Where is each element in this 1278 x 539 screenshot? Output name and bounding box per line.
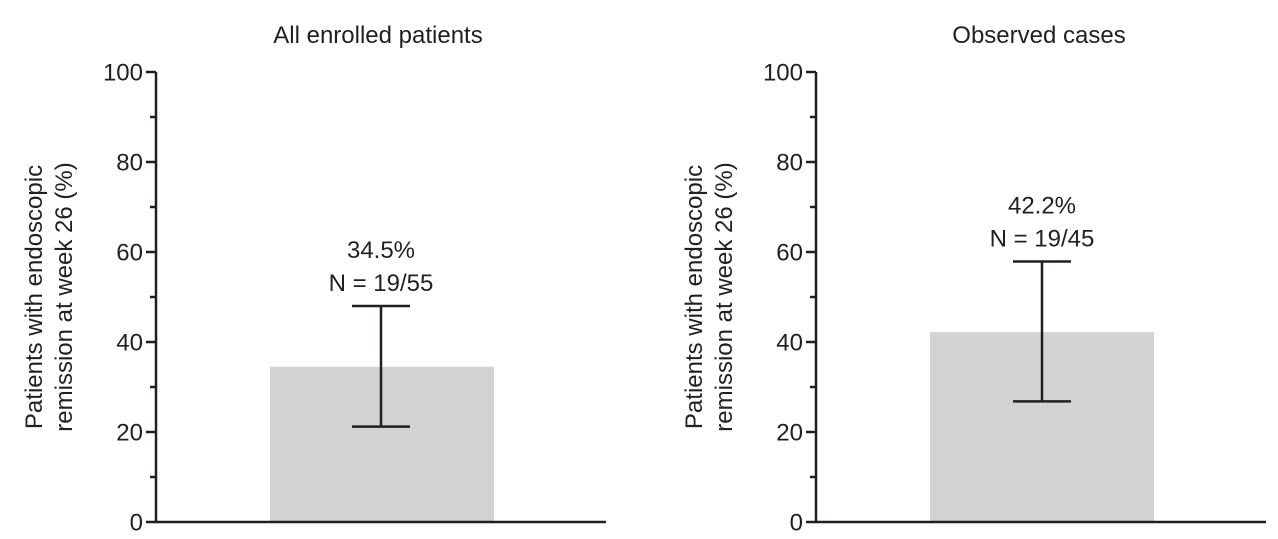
y-tick-label: 80 [776, 150, 803, 177]
y-tick-label: 60 [776, 240, 803, 267]
y-axis-label-line: remission at week 26 (%) [711, 162, 738, 431]
chart-title: All enrolled patients [273, 22, 482, 49]
y-axis-label: Patients with endoscopic remission at wee… [681, 162, 738, 431]
y-tick-label: 0 [130, 510, 143, 535]
y-tick-label: 0 [790, 510, 803, 535]
chart-title: Observed cases [952, 22, 1125, 49]
y-tick-label: 40 [776, 330, 803, 357]
bar-n-label: N = 19/45 [990, 225, 1095, 252]
y-tick-label: 100 [103, 60, 143, 87]
y-tick-label: 100 [763, 60, 803, 87]
bar-value-label: 42.2% [1008, 192, 1076, 219]
y-axis-label: Patients with endoscopic remission at wee… [21, 162, 78, 431]
y-tick-label: 20 [116, 420, 143, 447]
bar-n-label: N = 19/55 [329, 270, 434, 297]
y-tick-label: 20 [776, 420, 803, 447]
y-tick-label: 80 [116, 150, 143, 177]
chart-panel-all-enrolled: All enrolled patients Patients with endos… [21, 22, 606, 537]
bar-value-label: 34.5% [347, 237, 415, 264]
y-axis-label-line: Patients with endoscopic [681, 165, 708, 429]
y-tick-label: 40 [116, 330, 143, 357]
chart-panel-observed-cases: Observed cases Patients with endoscopic re… [681, 22, 1266, 537]
y-tick-label: 60 [116, 240, 143, 267]
y-axis-label-line: Patients with endoscopic [21, 165, 48, 429]
y-axis-label-line: remission at week 26 (%) [51, 162, 78, 431]
